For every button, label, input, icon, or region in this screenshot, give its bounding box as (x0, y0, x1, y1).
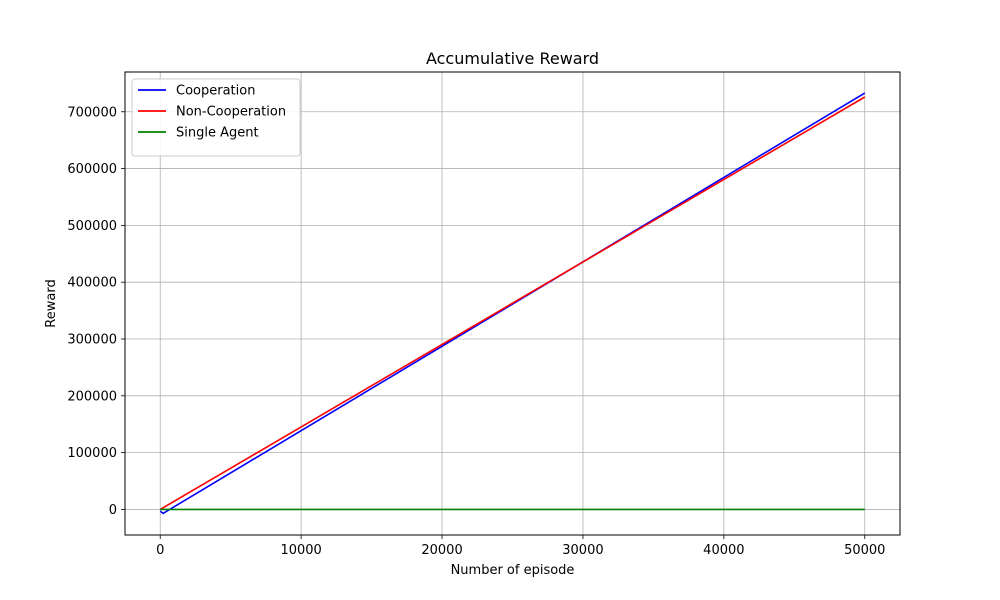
legend-box (131, 78, 301, 157)
y-tick-label: 100000 (67, 446, 117, 461)
x-tick-label: 10000 (280, 543, 321, 558)
y-tick-label: 700000 (67, 105, 117, 120)
legend: Cooperation Non-Cooperation Single Agent (131, 78, 301, 157)
legend-label-cooperation: Cooperation (176, 84, 255, 99)
series-line-non-cooperation (159, 96, 866, 511)
y-tick-label: 500000 (67, 219, 117, 234)
grid-lines (125, 72, 900, 535)
chart-title: Accumulative Reward (426, 49, 599, 68)
x-tick-label: 20000 (421, 543, 462, 558)
plot-lines (159, 92, 866, 515)
x-axis: 0 10000 20000 30000 40000 50000 (156, 535, 885, 558)
y-tick-label: 200000 (67, 389, 117, 404)
x-tick-label: 50000 (844, 543, 885, 558)
y-tick-label: 400000 (67, 276, 117, 291)
plot-area-frame (124, 71, 901, 536)
y-tick-label: 600000 (67, 162, 117, 177)
legend-label-single-agent: Single Agent (176, 126, 259, 141)
x-axis-label: Number of episode (451, 563, 575, 578)
legend-label-non-cooperation: Non-Cooperation (176, 105, 286, 120)
y-axis: 0 100000 200000 300000 400000 500000 600000 700… (67, 105, 125, 518)
y-tick-label: 300000 (67, 333, 117, 348)
x-tick-label: 30000 (562, 543, 603, 558)
y-tick-label: 0 (109, 503, 117, 518)
y-axis-label: Reward (44, 279, 59, 327)
x-tick-label: 40000 (703, 543, 744, 558)
x-tick-label: 0 (156, 543, 164, 558)
